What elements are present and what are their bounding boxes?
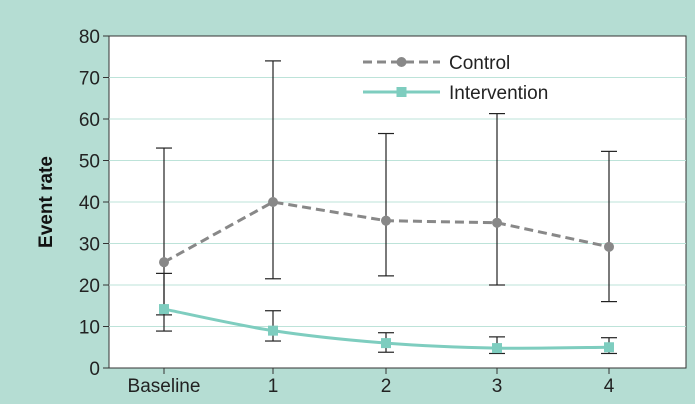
- legend-label-1: Intervention: [449, 83, 548, 104]
- y-axis-title: Event rate: [36, 156, 57, 248]
- y-tick-label-80: 80: [79, 27, 100, 48]
- y-tick-label-0: 0: [89, 359, 100, 380]
- y-axis: 0 10 20 30 40 50 60 70 80: [79, 27, 109, 380]
- data-point-0-0: [159, 257, 169, 268]
- legend-label-0: Control: [449, 53, 510, 74]
- data-point-1-4: [604, 342, 614, 353]
- x-tick-label-1: 1: [268, 376, 279, 397]
- data-point-1-1: [268, 325, 278, 336]
- data-point-0-2: [381, 215, 391, 226]
- data-point-1-3: [492, 343, 502, 354]
- x-tick-label-0: Baseline: [128, 376, 201, 397]
- gridlines: [109, 77, 686, 327]
- x-tick-label-4: 4: [604, 376, 615, 397]
- x-tick-label-2: 2: [381, 376, 392, 397]
- data-point-1-0: [159, 304, 169, 315]
- data-point-0-3: [492, 217, 502, 228]
- series: [159, 197, 614, 354]
- legend: Control Intervention: [363, 53, 548, 104]
- legend-marker-0: [396, 57, 407, 67]
- legend-marker-1: [396, 87, 407, 97]
- y-tick-label-10: 10: [79, 318, 100, 339]
- y-tick-label-70: 70: [79, 69, 100, 90]
- y-tick-label-60: 60: [79, 110, 100, 131]
- y-tick-label-50: 50: [79, 152, 100, 173]
- y-tick-label-40: 40: [79, 193, 100, 214]
- x-tick-label-3: 3: [492, 376, 503, 397]
- y-tick-label-20: 20: [79, 276, 100, 297]
- y-tick-label-30: 30: [79, 235, 100, 256]
- data-point-0-1: [268, 197, 278, 207]
- data-point-1-2: [381, 338, 391, 349]
- x-axis: Baseline 1 2 3 4: [128, 368, 615, 397]
- data-point-0-4: [604, 241, 614, 252]
